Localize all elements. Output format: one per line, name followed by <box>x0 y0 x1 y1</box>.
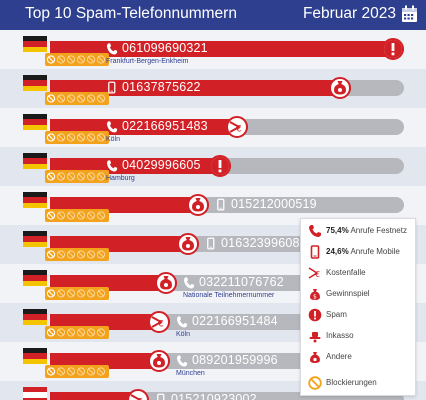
legend-item-blockierungen: Blockierungen <box>301 375 417 391</box>
flag-icon <box>23 270 47 287</box>
list-item[interactable]: 04029996605 Hamburg <box>0 147 426 186</box>
city-label: Nationale Teilnehmernummer <box>183 292 275 299</box>
legend-item-kostenfalle: € Kostenfalle <box>301 265 417 281</box>
phone-number[interactable]: 089201959996 <box>192 353 278 367</box>
legend: 75,4% Anrufe Festnetz 24,6% Anrufe Mobil… <box>300 218 416 396</box>
flag-icon <box>23 75 47 92</box>
mobile-phone-icon <box>310 245 320 259</box>
phone-number[interactable]: 022166951484 <box>192 314 278 328</box>
flag-icon <box>23 192 47 209</box>
block-badge <box>45 92 109 105</box>
legend-mobile-label: Anrufe Mobile <box>350 247 400 256</box>
euro-trap-icon: € <box>148 311 170 333</box>
block-icon <box>308 376 322 390</box>
phone-number[interactable]: 061099690321 <box>122 41 208 55</box>
euro-trap-icon: € <box>308 267 320 279</box>
legend-item-inkasso: Inkasso <box>301 328 417 344</box>
mobile-phone-icon <box>207 237 215 250</box>
svg-text:€: € <box>158 320 164 330</box>
phone-icon <box>106 121 118 133</box>
euro-trap-icon: € <box>226 116 248 138</box>
flag-icon <box>23 309 47 326</box>
other-bag-icon <box>187 194 209 216</box>
city-label: Frankfurt-Bergen-Enkheim <box>106 58 189 65</box>
list-item[interactable]: 022166951483 Köln € <box>0 108 426 147</box>
flag-icon <box>23 153 47 170</box>
bar-fill <box>50 392 149 400</box>
list-item[interactable]: 061099690321 Frankfurt-Bergen-Enkheim <box>0 30 426 69</box>
euro-trap-icon: € <box>127 389 149 400</box>
calendar-icon[interactable] <box>401 5 418 23</box>
exclamation-icon <box>209 155 231 177</box>
phone-icon <box>176 355 188 367</box>
phone-number[interactable]: 032211076762 <box>199 275 284 289</box>
block-badge <box>45 209 109 222</box>
block-badge <box>45 326 109 339</box>
legend-andere-label: Andere <box>326 352 352 361</box>
mobile-phone-icon <box>217 198 225 211</box>
legend-mobile-pct: 24,6% <box>326 247 349 256</box>
prize-bag-icon: $ <box>310 289 320 301</box>
flag-icon <box>23 36 47 53</box>
mobile-phone-icon <box>157 393 165 400</box>
list-item[interactable]: 01637875622 <box>0 69 426 108</box>
exclamation-icon <box>382 38 404 60</box>
block-badge <box>45 365 109 378</box>
city-label: München <box>176 370 205 377</box>
legend-item-festnetz: 75,4% Anrufe Festnetz <box>301 223 417 239</box>
phone-icon <box>106 43 118 55</box>
phone-number[interactable]: 022166951483 <box>122 119 208 133</box>
legend-blockierungen-label: Blockierungen <box>326 378 377 387</box>
phone-number[interactable]: 04029996605 <box>122 158 201 172</box>
legend-festnetz-label: Anrufe Festnetz <box>350 226 407 235</box>
legend-item-gewinnspiel: $ Gewinnspiel <box>301 286 417 302</box>
phone-icon <box>183 277 195 289</box>
phone-number[interactable]: 015212000519 <box>231 197 317 211</box>
page-title: Top 10 Spam-Telefonnummern <box>25 5 237 22</box>
other-bag-icon <box>310 352 320 363</box>
phone-number[interactable]: 015210923002 <box>171 392 257 400</box>
phone-icon <box>309 225 321 237</box>
flag-icon <box>23 387 47 400</box>
city-label: Köln <box>176 331 191 338</box>
legend-spam-label: Spam <box>326 310 347 319</box>
phone-number[interactable]: 01632399608 <box>221 236 300 250</box>
date-label: Februar 2023 <box>302 5 396 22</box>
legend-item-mobile: 24,6% Anrufe Mobile <box>301 244 417 260</box>
block-badge <box>45 170 109 183</box>
legend-festnetz-pct: 75,4% <box>326 226 349 235</box>
svg-text:€: € <box>236 125 242 135</box>
other-bag-icon <box>329 77 351 99</box>
city-label: Hamburg <box>106 175 135 182</box>
block-badge <box>45 287 109 300</box>
other-bag-icon <box>155 272 177 294</box>
bar-fill <box>50 41 404 57</box>
bar-track <box>50 392 404 400</box>
legend-gewinnspiel-label: Gewinnspiel <box>326 289 370 298</box>
other-bag-icon <box>148 350 170 372</box>
phone-icon <box>106 160 118 172</box>
phone-icon <box>176 316 188 328</box>
legend-kostenfalle-label: Kostenfalle <box>326 268 366 277</box>
bar-fill <box>50 80 351 96</box>
header: Top 10 Spam-Telefonnummern Februar 2023 <box>0 0 426 30</box>
legend-item-spam: Spam <box>301 307 417 323</box>
svg-text:€: € <box>315 270 320 279</box>
exclamation-icon <box>308 308 322 322</box>
block-badge <box>45 131 109 144</box>
flag-icon <box>23 231 47 248</box>
phone-number[interactable]: 01637875622 <box>122 80 201 94</box>
other-bag-icon <box>177 233 199 255</box>
svg-text:$: $ <box>313 294 317 301</box>
collector-hat-icon <box>309 332 321 343</box>
mobile-phone-icon <box>108 81 116 94</box>
legend-inkasso-label: Inkasso <box>326 331 354 340</box>
svg-text:€: € <box>137 398 143 400</box>
flag-icon <box>23 114 47 131</box>
block-badge <box>45 53 109 66</box>
legend-item-andere: Andere <box>301 349 417 365</box>
city-label: Köln <box>106 136 121 143</box>
block-badge <box>45 248 109 261</box>
flag-icon <box>23 348 47 365</box>
